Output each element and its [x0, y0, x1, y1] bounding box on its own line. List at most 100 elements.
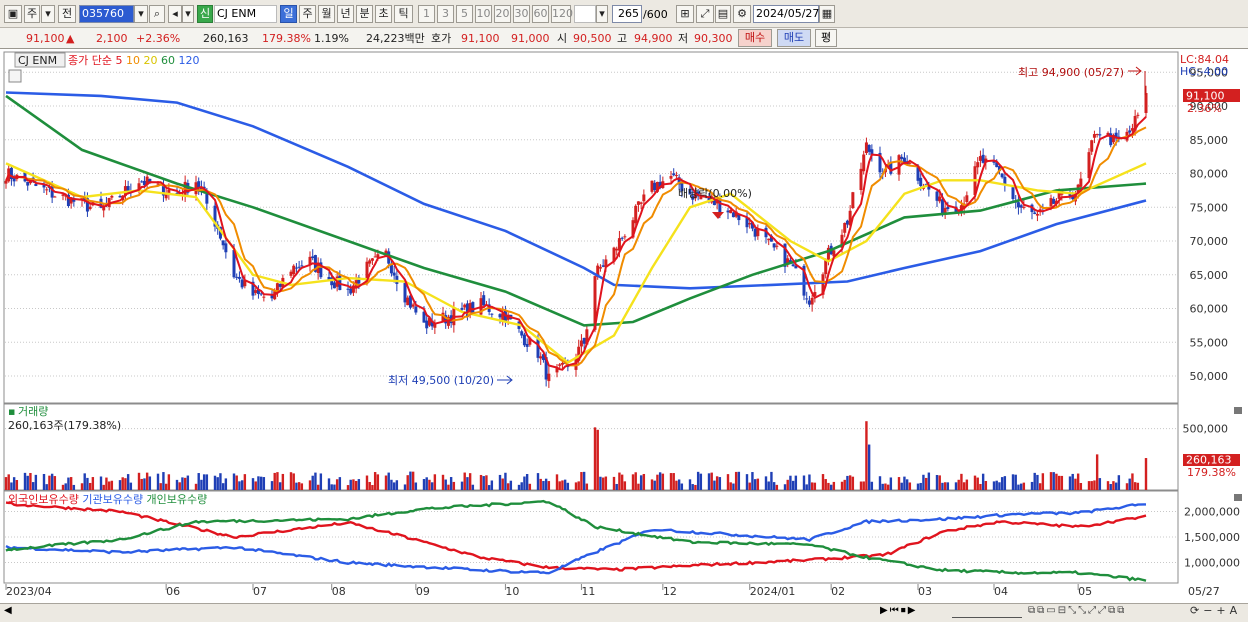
speaker-icon[interactable]: ◂ [168, 5, 182, 23]
candle-body [555, 368, 559, 373]
volume-bar [384, 475, 388, 490]
candle-body [346, 288, 350, 290]
candle-body [319, 262, 323, 278]
candle-body [218, 226, 222, 239]
zoom-controls-icon[interactable]: ⟳−+A [1190, 604, 1242, 617]
timeframe-year[interactable]: 년 [337, 5, 354, 23]
bar-count-total: /600 [643, 8, 668, 21]
volume-bar [498, 474, 502, 490]
volume-bar [878, 476, 882, 490]
timeframe-day[interactable]: 일 [280, 5, 297, 23]
volume-bar [159, 483, 162, 490]
candle-body [498, 314, 502, 318]
interval-5[interactable]: 5 [456, 5, 473, 23]
price-table-icon[interactable] [8, 69, 22, 83]
candle-body [859, 168, 863, 191]
volume-bar [411, 471, 415, 490]
candle-body [471, 302, 475, 313]
candle-body [88, 206, 92, 210]
volume-bar [634, 472, 637, 490]
volume-bar [946, 482, 950, 490]
period-dropdown-icon[interactable]: ▾ [41, 5, 55, 23]
candle-body [650, 180, 654, 192]
candle-body [351, 285, 355, 293]
volume-bar [1114, 482, 1118, 490]
volume-bar [490, 480, 494, 490]
timeframe-minute[interactable]: 분 [356, 5, 373, 23]
candle-body [577, 346, 581, 361]
playback-controls-icon[interactable]: ▶⏮⏹▶ [880, 605, 918, 616]
calendar-icon[interactable]: ▦ [819, 5, 835, 23]
drawing-tools-icon[interactable]: ⧉⧉▭⊟⤡⤡⤢⤢⧉⧉ [1028, 605, 1127, 616]
buy-button[interactable]: 매수 [738, 29, 772, 47]
volume-bar [327, 478, 331, 490]
volume-bar [34, 474, 38, 490]
zoom-slider[interactable] [952, 607, 1022, 618]
interval-60[interactable]: 60 [532, 5, 549, 23]
period-tab-prev[interactable]: 전 [58, 5, 76, 23]
bar-count-input[interactable]: 265 [612, 5, 642, 23]
speaker-dropdown-icon[interactable]: ▾ [182, 5, 194, 23]
candle-body [1092, 134, 1096, 138]
candle-body [520, 331, 524, 336]
indicator-icon[interactable]: ⤢ [696, 5, 714, 23]
candle-body [539, 356, 543, 359]
interval-120[interactable]: 120 [551, 5, 573, 23]
code-dropdown-icon[interactable]: ▾ [134, 5, 148, 23]
volume-bar [10, 482, 13, 490]
save-icon[interactable]: ▤ [715, 5, 731, 23]
volume-bar [292, 473, 295, 490]
chart-menu-icon[interactable]: ▣ [4, 5, 22, 23]
interval-3[interactable]: 3 [437, 5, 454, 23]
period-tab-main[interactable]: 주 [24, 5, 40, 23]
sell-button[interactable]: 매도 [777, 29, 811, 47]
candle-body [490, 313, 494, 315]
stock-chart-svg[interactable]: 95,000 90,000 85,000 80,000 75,000 70,000 65,0… [0, 49, 1248, 603]
interval-30[interactable]: 30 [513, 5, 530, 23]
scroll-left-icon[interactable]: ◀ [4, 605, 12, 616]
candle-body [34, 183, 38, 186]
holding-panel-close-icon[interactable] [1234, 494, 1242, 501]
custom-interval-input[interactable] [574, 5, 596, 23]
volume-bar [433, 474, 437, 490]
candle-body [50, 186, 54, 198]
volume-bar [91, 477, 95, 490]
timeframe-tick[interactable]: 틱 [394, 5, 413, 23]
stock-code-input[interactable]: 035760 [79, 5, 134, 23]
date-input[interactable]: 2024/05/27 [753, 5, 819, 23]
volume-bar [1074, 478, 1077, 490]
volume-bar [1011, 474, 1015, 490]
volume-bar [460, 481, 464, 490]
volume-bar [124, 478, 127, 490]
volume-panel-close-icon[interactable] [1234, 407, 1242, 414]
quote-open: 90,500 [573, 32, 612, 45]
interval-10[interactable]: 10 [475, 5, 492, 23]
search-icon[interactable]: ⌕ [149, 5, 165, 23]
candle-body [783, 243, 787, 267]
timeframe-week[interactable]: 주 [299, 5, 316, 23]
gear-icon[interactable]: ⚙ [733, 5, 751, 23]
timeframe-second[interactable]: 초 [375, 5, 392, 23]
evaluate-button[interactable]: 평 [815, 29, 837, 47]
candle-body [672, 173, 676, 176]
candle-body [444, 315, 448, 324]
chart-area[interactable]: 95,000 90,000 85,000 80,000 75,000 70,000 65,0… [0, 49, 1248, 603]
timeframe-month[interactable]: 월 [318, 5, 335, 23]
volume-bar [1003, 476, 1007, 490]
volume-bar [289, 472, 293, 490]
candle-type-icon[interactable]: ⊞ [676, 5, 694, 23]
volume-bar [1071, 473, 1074, 490]
interval-20[interactable]: 20 [494, 5, 511, 23]
volume-bar [270, 481, 274, 490]
volume-bar [941, 482, 944, 490]
interval-1[interactable]: 1 [418, 5, 435, 23]
candle-body [275, 283, 279, 294]
volume-bar [696, 471, 700, 490]
volume-bar [528, 483, 532, 490]
candle-body [482, 295, 486, 306]
volume-bar [319, 473, 323, 490]
custom-interval-dropdown-icon[interactable]: ▾ [596, 5, 608, 23]
candle-body [916, 165, 920, 181]
candle-body [243, 280, 247, 287]
candle-body [110, 195, 114, 198]
